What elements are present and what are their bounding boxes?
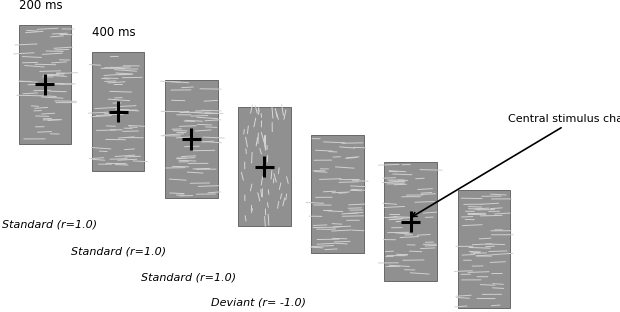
Text: Standard (r=1.0): Standard (r=1.0)	[2, 220, 97, 230]
Text: 400 ms: 400 ms	[92, 26, 135, 39]
Text: 200 ms: 200 ms	[19, 0, 62, 12]
Bar	[458, 190, 510, 308]
Text: Deviant (r= -1.0): Deviant (r= -1.0)	[211, 298, 306, 308]
Bar	[165, 80, 218, 198]
Bar	[19, 25, 71, 144]
Text: Central stimulus change: Central stimulus change	[412, 114, 620, 217]
Bar	[384, 162, 437, 281]
Bar	[92, 52, 144, 171]
Bar	[238, 107, 291, 226]
Text: Standard (r=1.0): Standard (r=1.0)	[141, 273, 236, 283]
Text: Standard (r=1.0): Standard (r=1.0)	[71, 246, 166, 256]
Bar	[311, 135, 364, 253]
